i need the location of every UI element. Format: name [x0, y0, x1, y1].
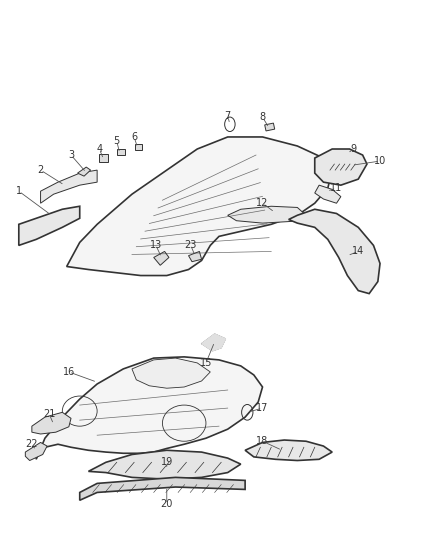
Polygon shape: [265, 123, 275, 131]
Text: 2: 2: [37, 165, 44, 175]
Text: 21: 21: [43, 409, 56, 419]
Text: 1: 1: [16, 186, 22, 196]
Polygon shape: [188, 252, 201, 262]
Text: 23: 23: [184, 240, 197, 251]
Polygon shape: [25, 442, 47, 461]
Polygon shape: [80, 478, 245, 500]
Text: 12: 12: [256, 198, 268, 208]
Text: 3: 3: [68, 150, 74, 160]
Polygon shape: [228, 206, 306, 223]
Polygon shape: [245, 440, 332, 461]
Polygon shape: [78, 167, 91, 176]
Polygon shape: [315, 185, 341, 203]
Polygon shape: [32, 413, 71, 434]
Polygon shape: [41, 170, 97, 203]
Polygon shape: [289, 209, 380, 294]
Text: 6: 6: [131, 132, 137, 142]
Polygon shape: [99, 155, 109, 161]
Text: 15: 15: [200, 358, 212, 368]
Polygon shape: [117, 149, 125, 155]
Text: 8: 8: [259, 112, 265, 122]
Text: 22: 22: [25, 439, 38, 449]
Text: 16: 16: [63, 367, 75, 377]
Text: 7: 7: [225, 111, 231, 121]
Polygon shape: [201, 334, 226, 351]
Text: 14: 14: [352, 246, 364, 256]
Polygon shape: [315, 149, 367, 185]
Text: 11: 11: [330, 183, 343, 193]
Polygon shape: [19, 206, 80, 245]
Text: 17: 17: [256, 403, 268, 413]
Polygon shape: [88, 450, 241, 479]
Text: 20: 20: [161, 499, 173, 510]
Text: 18: 18: [256, 436, 268, 446]
Polygon shape: [36, 357, 262, 459]
Polygon shape: [154, 252, 169, 265]
Text: 10: 10: [374, 156, 386, 166]
Text: 13: 13: [150, 240, 162, 251]
Polygon shape: [67, 137, 332, 276]
Text: 4: 4: [96, 144, 102, 154]
Text: 9: 9: [351, 144, 357, 154]
Text: 19: 19: [161, 457, 173, 467]
Polygon shape: [135, 144, 142, 150]
Polygon shape: [132, 358, 210, 388]
Text: 5: 5: [113, 136, 120, 146]
